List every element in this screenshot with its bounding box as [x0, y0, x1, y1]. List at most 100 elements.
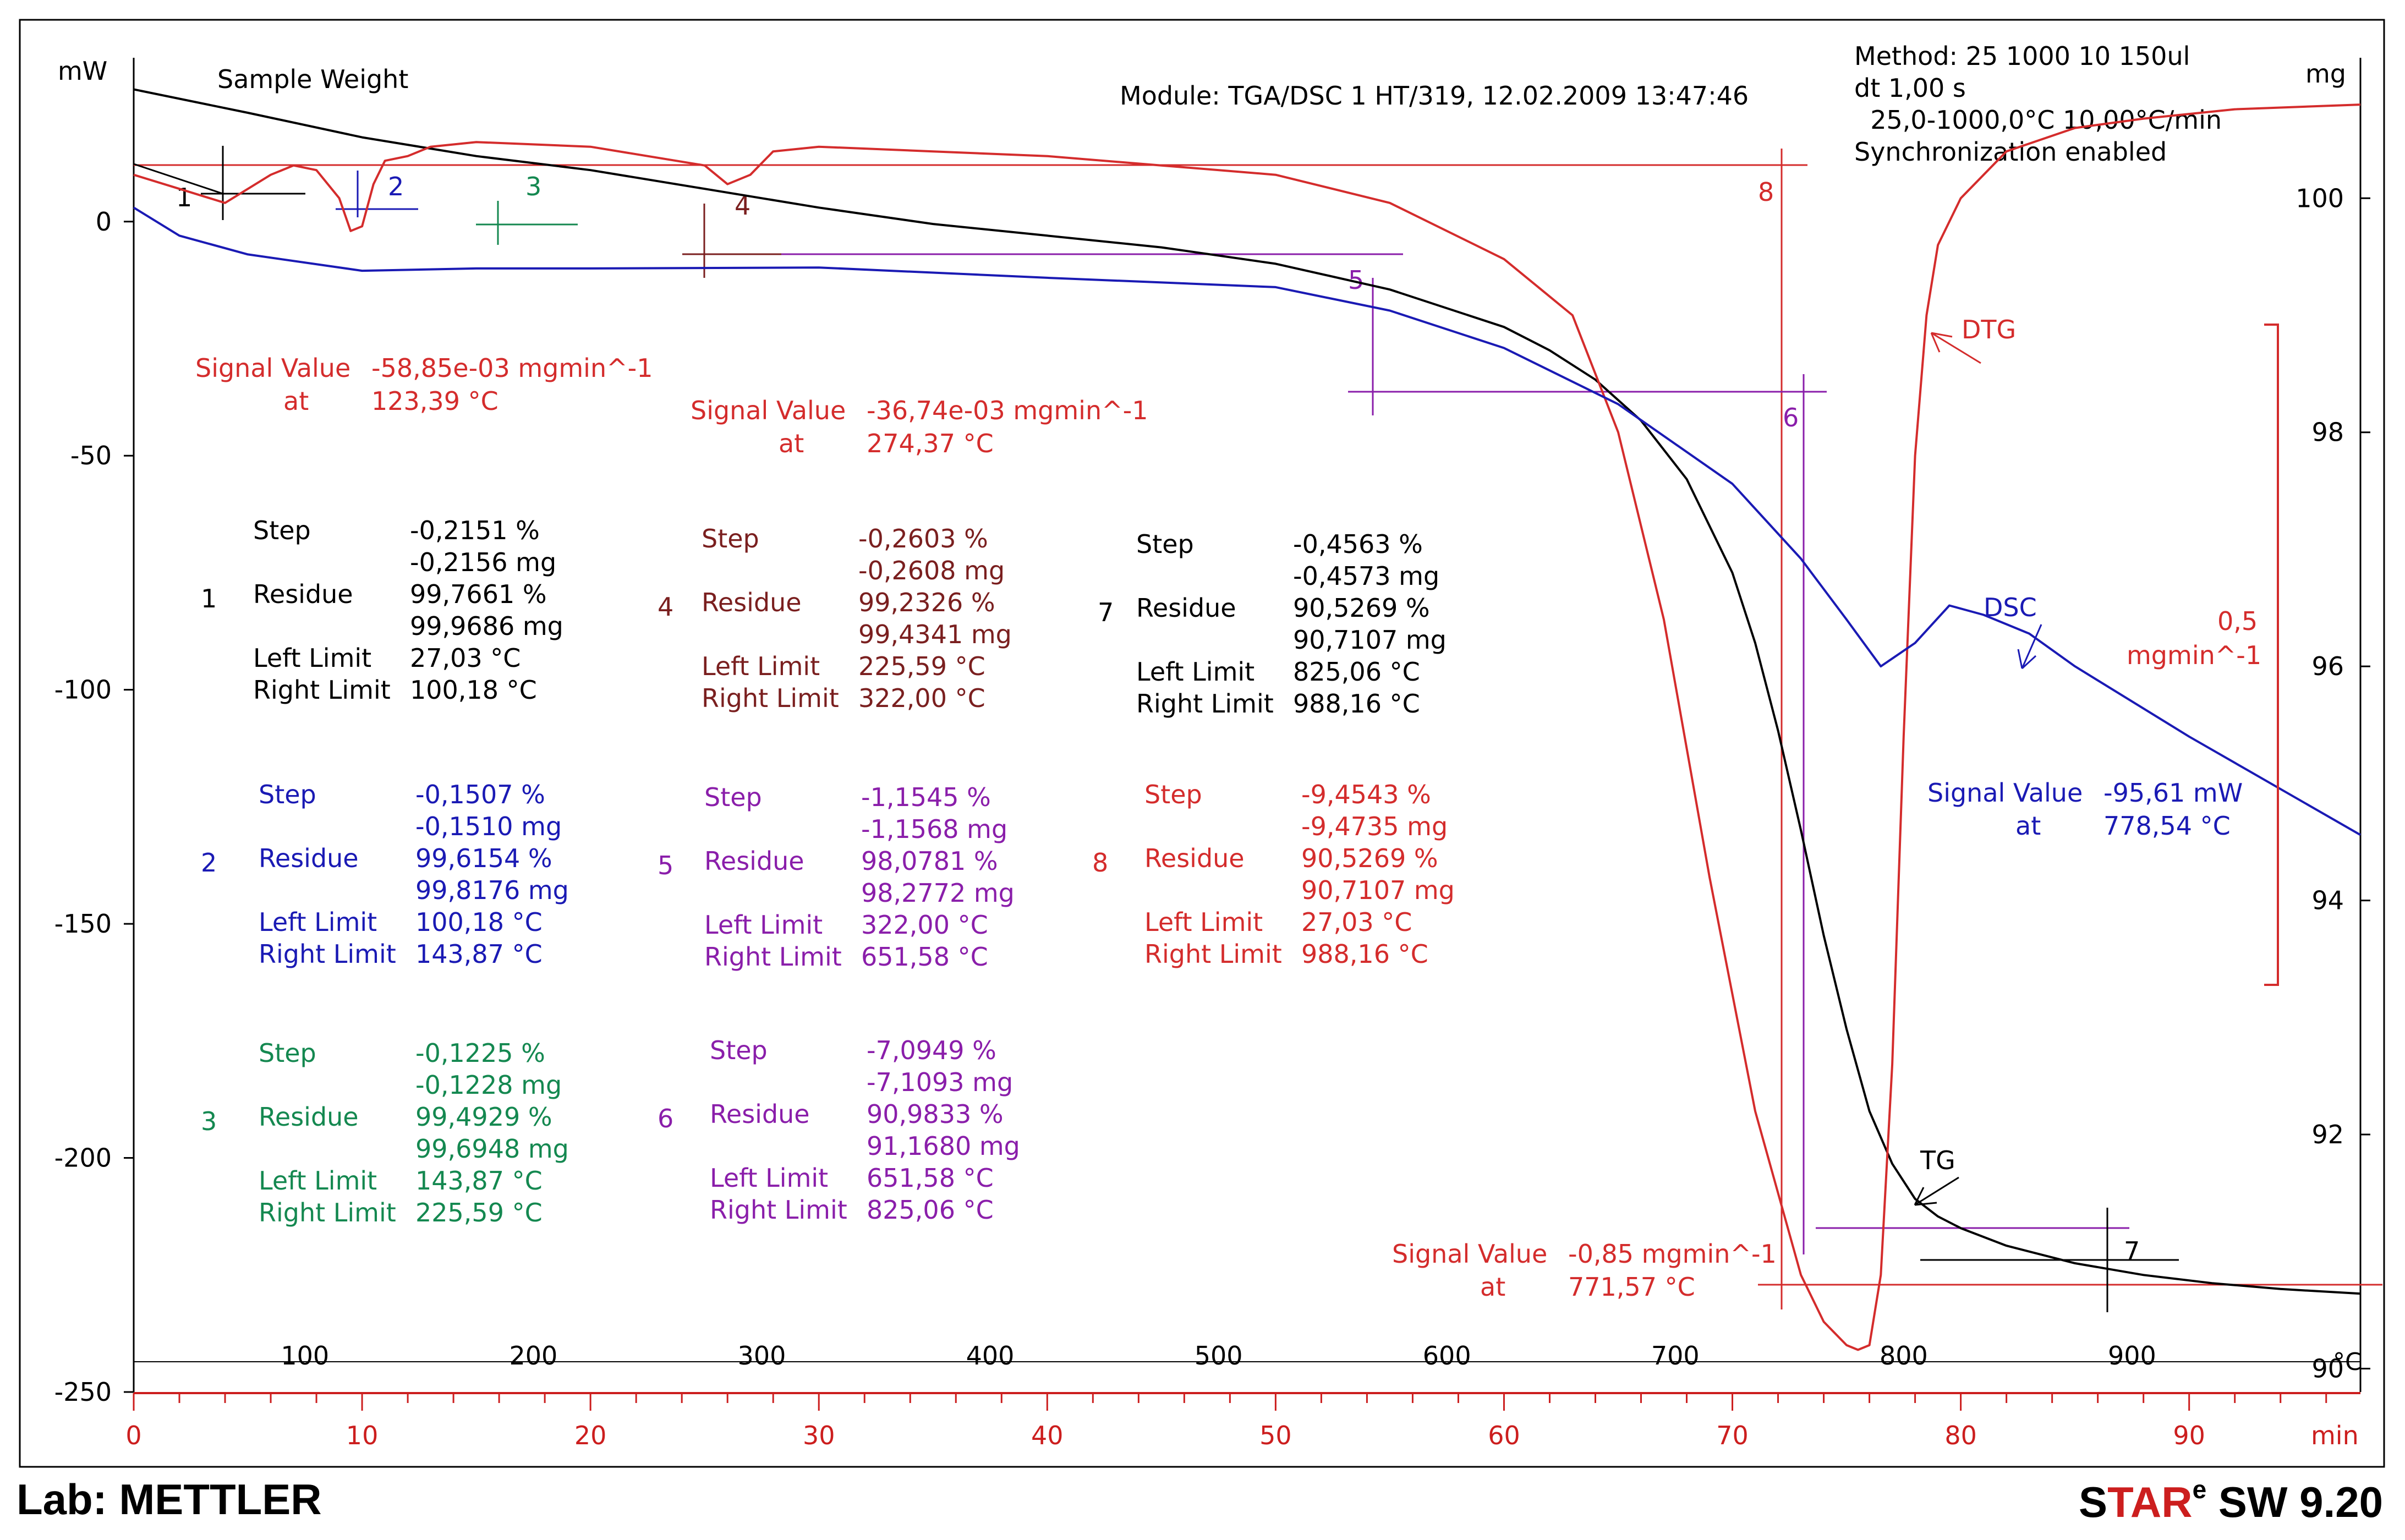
step-1-residue-label: Residue [253, 579, 353, 609]
signal-2-at: 274,37 °C [867, 429, 994, 458]
step-3-step-mg: -0,1228 mg [415, 1070, 562, 1100]
step-marker-2: 2 [388, 172, 404, 201]
time-axis-tick-label: 50 [1259, 1421, 1292, 1450]
temp-axis-tick-label: 200 [509, 1341, 557, 1371]
step-marker-6: 6 [1783, 403, 1799, 432]
step-2-step-pct: -0,1507 % [415, 780, 545, 809]
step-8-step-mg: -9,4735 mg [1301, 812, 1448, 841]
step-4-left-limit: 225,59 °C [858, 651, 985, 681]
signal-1-label: Signal Value [195, 353, 350, 383]
step-7-step-mg: -0,4573 mg [1293, 561, 1439, 591]
method-line-3: 25,0-1000,0°C 10,00°C/min [1854, 105, 2222, 135]
step-2-residue-pct: 99,6154 % [415, 843, 552, 873]
step-table-2: Step -0,1507 % -0,1510 mg Residue 99,6154 %9… [201, 780, 569, 969]
step-table-1: Step -0,2151 %-0,2156 mg Residue 99,7661 %9… [201, 516, 563, 705]
left-axis-tick-label: -200 [54, 1143, 112, 1173]
step-8-right-limit: 988,16 °C [1301, 939, 1428, 969]
step-2-left-limit: 100,18 °C [415, 907, 543, 937]
step-4-step-pct: -0,2603 % [858, 524, 988, 553]
step7-cross [1920, 1208, 2179, 1312]
step3-cross [476, 201, 578, 245]
step-6-left-limit: 651,58 °C [867, 1163, 994, 1193]
chart-frame [19, 19, 2385, 1468]
step-6-step-pct: -7,0949 % [867, 1035, 996, 1065]
star-s: S [2079, 1478, 2108, 1526]
left-axis-tick-label: -50 [70, 441, 112, 470]
step-4-step-label: Step [702, 524, 759, 553]
step-1-step-label: Step [253, 516, 311, 545]
time-axis-tick-label: 70 [1716, 1421, 1749, 1450]
step-1-left-limit: 27,03 °C [410, 643, 521, 673]
dtg-label-arrow [1930, 332, 1981, 364]
step-4-right-limit: 322,00 °C [858, 683, 985, 713]
temp-axis-unit: °C [2333, 1348, 2362, 1376]
time-axis-tick-label: 30 [803, 1421, 835, 1450]
temp-axis-tick-label: 400 [966, 1341, 1015, 1371]
step-7-residue-mg: 90,7107 mg [1293, 625, 1447, 655]
step-1-residue-pct: 99,7661 % [410, 579, 547, 609]
left-axis-tick-label: -150 [54, 909, 112, 939]
dsc-curve-label: DSC [1984, 593, 2037, 622]
signal-4-at-label: at [1480, 1272, 1505, 1302]
time-axis-tick-label: 80 [1944, 1421, 1977, 1450]
method-line-1: Method: 25 1000 10 150ul [1854, 41, 2190, 71]
step-7-residue-label: Residue [1136, 593, 1236, 623]
signal-value-1: Signal Value -58,85e-03 mgmin^-1 at 123,… [195, 353, 653, 416]
signal-2-label: Signal Value [691, 396, 846, 425]
temp-axis-tick-label: 500 [1195, 1341, 1243, 1371]
step-1-right-limit-label: Right Limit [253, 675, 391, 705]
step1-cross [201, 146, 305, 220]
step-5-left-limit-label: Left Limit [704, 910, 823, 940]
signal-1-at-label: at [283, 386, 309, 416]
scale-bar-value: 0,5 [2217, 606, 2258, 636]
right-axis-tick-label: 98 [2311, 418, 2344, 447]
signal-value-3: Signal Value -95,61 mW at 778,54 °C [1927, 778, 2243, 841]
step-6-right-limit: 825,06 °C [867, 1195, 994, 1225]
step-2-residue-label: Residue [259, 843, 359, 873]
step-8-left-limit: 27,03 °C [1301, 907, 1412, 937]
step-6-residue-pct: 90,9833 % [867, 1099, 1004, 1129]
tg-curve [133, 88, 2361, 1295]
time-axis-tick-label: 20 [574, 1421, 607, 1450]
step-4-number: 4 [658, 592, 673, 622]
module-label: Module: TGA/DSC 1 HT/319, 12.02.2009 13:… [1120, 81, 1749, 111]
temp-axis-tick-label: 800 [1880, 1341, 1928, 1371]
method-line-2: dt 1,00 s [1854, 73, 1966, 103]
step-6-residue-mg: 91,1680 mg [867, 1131, 1020, 1161]
step-1-number: 1 [201, 584, 217, 613]
step-5-residue-label: Residue [704, 846, 804, 876]
step-3-residue-mg: 99,6948 mg [415, 1134, 569, 1164]
tg-label-arrow [1914, 1176, 1959, 1206]
step-5-right-limit: 651,58 °C [861, 942, 988, 972]
time-axis-tick-label: 90 [2173, 1421, 2205, 1450]
dtg-curve [133, 103, 2361, 1351]
signal-2-at-label: at [779, 429, 804, 458]
step-3-number: 3 [201, 1106, 217, 1136]
time-axis-tick-label: 60 [1488, 1421, 1520, 1450]
step-4-residue-mg: 99,4341 mg [858, 620, 1012, 649]
left-axis-tick-label: -100 [54, 675, 112, 705]
step-1-step-pct: -0,2151 % [410, 516, 540, 545]
signal-3-at-label: at [2015, 811, 2041, 841]
step-1-left-limit-label: Left Limit [253, 643, 371, 673]
step-6-number: 6 [658, 1104, 673, 1133]
step-table-5: Step -1,1545 %-1,1568 mg Residue 98,0781 %9… [658, 782, 1015, 972]
step-1-residue-mg: 99,9686 mg [410, 611, 563, 641]
time-axis-tick-label: 40 [1031, 1421, 1064, 1450]
step-6-step-label: Step [710, 1035, 768, 1065]
step-2-residue-mg: 99,8176 mg [415, 875, 569, 905]
signal-1-value: -58,85e-03 mgmin^-1 [371, 353, 653, 383]
step-5-step-pct: -1,1545 % [861, 782, 991, 812]
signal-4-at: 771,57 °C [1568, 1272, 1695, 1302]
right-axis-unit: mg [2305, 59, 2346, 89]
signal-value-2: Signal Value -36,74e-03 mgmin^-1 at 274,… [691, 396, 1148, 458]
dsc-label-arrow [2017, 624, 2042, 670]
step-4-step-mg: -0,2608 mg [858, 556, 1005, 585]
left-axis-tick-label: 0 [96, 207, 112, 237]
step-2-step-label: Step [259, 780, 316, 809]
step-5-residue-pct: 98,0781 % [861, 846, 998, 876]
time-axis-tick-label: 10 [346, 1421, 379, 1450]
step-table-4: Step -0,2603 % -0,2608 mg Residue 99,2326 % 9… [658, 524, 1012, 713]
